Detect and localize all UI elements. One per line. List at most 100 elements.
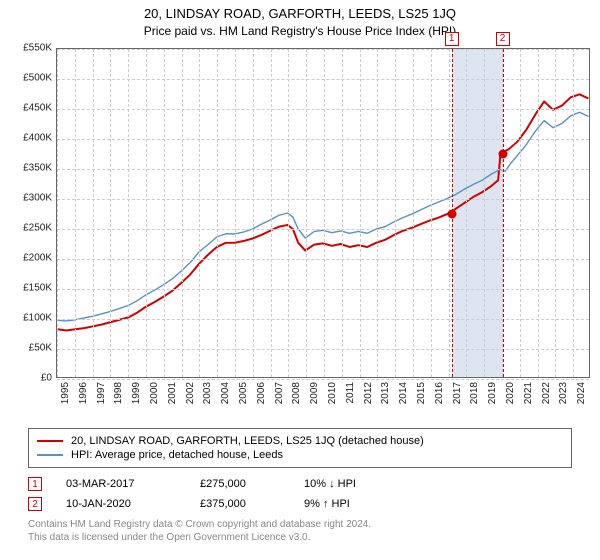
y-axis-label: £0 <box>41 373 52 384</box>
x-axis-label: 1998 <box>113 382 124 404</box>
gridline-v <box>199 49 200 377</box>
x-axis-label: 2003 <box>202 382 213 404</box>
event-marker <box>447 210 456 219</box>
gridline-v <box>555 49 556 377</box>
gridline-v <box>57 49 58 377</box>
line-series-svg <box>57 49 589 377</box>
gridline-v <box>573 49 574 377</box>
chart-title: 20, LINDSAY ROAD, GARFORTH, LEEDS, LS25 … <box>0 0 600 21</box>
gridline-v <box>342 49 343 377</box>
x-axis-label: 2019 <box>487 382 498 404</box>
gridline-v <box>217 49 218 377</box>
x-axis-label: 2007 <box>274 382 285 404</box>
gridline-v <box>484 49 485 377</box>
gridline-h <box>57 49 589 50</box>
x-axis-label: 2024 <box>576 382 587 404</box>
gridline-v <box>413 49 414 377</box>
gridline-v <box>377 49 378 377</box>
gridline-h <box>57 199 589 200</box>
y-axis-label: £350K <box>23 163 52 174</box>
x-axis-label: 1995 <box>60 382 71 404</box>
y-axis-label: £500K <box>23 73 52 84</box>
gridline-h <box>57 379 589 380</box>
legend-item: HPI: Average price, detached house, Leed… <box>37 448 563 462</box>
plot-area: 12 <box>56 48 590 378</box>
legend-box: 20, LINDSAY ROAD, GARFORTH, LEEDS, LS25 … <box>28 428 572 468</box>
event-row: 210-JAN-2020£375,0009% ↑ HPI <box>28 494 572 514</box>
footer-line: Contains HM Land Registry data © Crown c… <box>28 518 572 531</box>
gridline-h <box>57 109 589 110</box>
gridline-v <box>395 49 396 377</box>
y-axis-label: £50K <box>29 343 52 354</box>
x-axis-label: 2012 <box>363 382 374 404</box>
x-axis-label: 2004 <box>220 382 231 404</box>
gridline-v <box>75 49 76 377</box>
x-axis-label: 2009 <box>309 382 320 404</box>
gridline-h <box>57 79 589 80</box>
footer-line: This data is licensed under the Open Gov… <box>28 531 572 544</box>
event-number-badge: 2 <box>28 497 42 511</box>
gridline-v <box>110 49 111 377</box>
legend-swatch <box>37 440 63 442</box>
event-price: £275,000 <box>200 478 280 490</box>
gridline-h <box>57 319 589 320</box>
gridline-v <box>520 49 521 377</box>
gridline-v <box>93 49 94 377</box>
gridline-v <box>235 49 236 377</box>
gridline-v <box>324 49 325 377</box>
event-line <box>503 49 504 377</box>
x-axis-label: 2022 <box>541 382 552 404</box>
x-axis-label: 2013 <box>380 382 391 404</box>
gridline-v <box>182 49 183 377</box>
gridline-v <box>146 49 147 377</box>
legend-label: HPI: Average price, detached house, Leed… <box>71 449 283 461</box>
gridline-h <box>57 229 589 230</box>
x-axis-label: 2002 <box>185 382 196 404</box>
gridline-v <box>288 49 289 377</box>
events-table: 103-MAR-2017£275,00010% ↓ HPI210-JAN-202… <box>28 474 572 514</box>
gridline-v <box>466 49 467 377</box>
x-axis-label: 2010 <box>327 382 338 404</box>
gridline-v <box>164 49 165 377</box>
x-axis-label: 2005 <box>238 382 249 404</box>
event-date: 10-JAN-2020 <box>66 498 176 510</box>
gridline-v <box>271 49 272 377</box>
event-row: 103-MAR-2017£275,00010% ↓ HPI <box>28 474 572 494</box>
gridline-h <box>57 169 589 170</box>
gridline-v <box>431 49 432 377</box>
x-axis-label: 2006 <box>256 382 267 404</box>
x-axis-label: 2016 <box>434 382 445 404</box>
y-axis-label: £250K <box>23 223 52 234</box>
event-number-badge: 1 <box>28 477 42 491</box>
y-axis-label: £550K <box>23 43 52 54</box>
x-axis-label: 2015 <box>416 382 427 404</box>
x-axis-label: 2020 <box>505 382 516 404</box>
gridline-v <box>253 49 254 377</box>
x-axis-label: 2023 <box>558 382 569 404</box>
x-axis-label: 2021 <box>523 382 534 404</box>
series-line <box>58 94 589 330</box>
chart-area: 12 £0£50K£100K£150K£200K£250K£300K£350K£… <box>0 42 600 422</box>
y-axis-label: £200K <box>23 253 52 264</box>
y-axis-label: £450K <box>23 103 52 114</box>
x-axis-label: 2014 <box>398 382 409 404</box>
x-axis-label: 2008 <box>291 382 302 404</box>
x-axis-label: 2011 <box>345 382 356 404</box>
x-axis-label: 2000 <box>149 382 160 404</box>
event-price: £375,000 <box>200 498 280 510</box>
footer-attribution: Contains HM Land Registry data © Crown c… <box>28 518 572 544</box>
event-number-badge: 1 <box>445 32 459 46</box>
x-axis-label: 2001 <box>167 382 178 404</box>
gridline-h <box>57 289 589 290</box>
legend-item: 20, LINDSAY ROAD, GARFORTH, LEEDS, LS25 … <box>37 434 563 448</box>
event-number-badge: 2 <box>496 32 510 46</box>
legend-swatch <box>37 454 63 456</box>
x-axis-label: 2018 <box>469 382 480 404</box>
gridline-h <box>57 349 589 350</box>
y-axis-label: £400K <box>23 133 52 144</box>
y-axis-label: £150K <box>23 283 52 294</box>
x-axis-label: 1997 <box>96 382 107 404</box>
event-marker <box>498 150 507 159</box>
event-delta: 10% ↓ HPI <box>304 478 394 490</box>
legend-label: 20, LINDSAY ROAD, GARFORTH, LEEDS, LS25 … <box>71 435 424 447</box>
